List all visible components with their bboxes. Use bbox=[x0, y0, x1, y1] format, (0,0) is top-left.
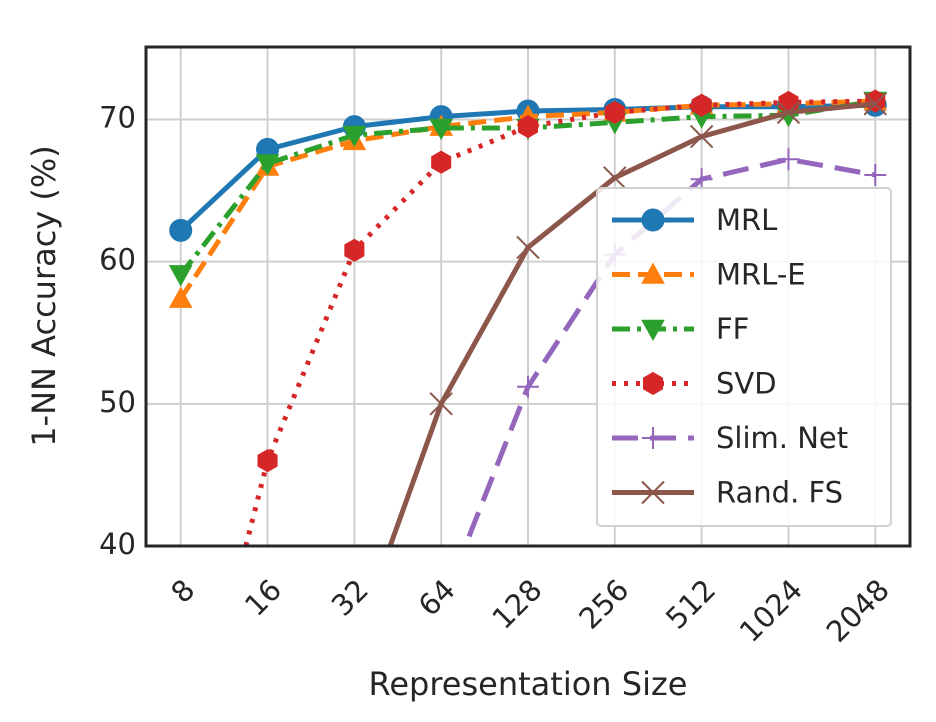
marker bbox=[516, 235, 540, 260]
legend-label: Rand. FS bbox=[716, 476, 843, 510]
marker bbox=[169, 218, 193, 242]
marker bbox=[429, 392, 453, 416]
y-tick-label: 40 bbox=[99, 527, 136, 561]
plot-frame bbox=[144, 45, 912, 548]
y-axis-label: 1-NN Accuracy (%) bbox=[25, 145, 63, 447]
marker bbox=[864, 163, 887, 186]
marker bbox=[517, 375, 539, 398]
legend: MRL MRL-E FF SVD Slim. Net Rand. FS bbox=[596, 187, 892, 527]
legend-label: MRL-E bbox=[716, 258, 806, 292]
legend-label: SVD bbox=[716, 367, 777, 401]
x-tick-label: 512 bbox=[659, 573, 722, 636]
series-line bbox=[462, 156, 876, 546]
marker bbox=[168, 265, 193, 287]
marker bbox=[691, 93, 712, 117]
y-tick-label: 50 bbox=[99, 385, 136, 419]
marker bbox=[429, 118, 454, 141]
x-tick-label: 16 bbox=[238, 573, 288, 623]
marker bbox=[344, 238, 365, 262]
legend-label: Slim. Net bbox=[716, 421, 848, 455]
marker bbox=[604, 100, 625, 124]
x-axis-label: Representation Size bbox=[369, 665, 688, 703]
marker bbox=[343, 635, 365, 657]
x-tick-label: 32 bbox=[325, 573, 375, 623]
marker bbox=[168, 286, 193, 308]
y-tick-label: 70 bbox=[99, 101, 136, 135]
legend-label: MRL bbox=[716, 203, 777, 237]
marker bbox=[431, 150, 452, 174]
y-tick-label: 60 bbox=[99, 243, 136, 277]
marker bbox=[865, 89, 886, 113]
marker bbox=[777, 148, 800, 171]
marker bbox=[642, 371, 664, 396]
x-tick-label: 2048 bbox=[820, 573, 896, 649]
marker bbox=[255, 154, 280, 176]
x-tick-label: 1024 bbox=[733, 573, 809, 649]
x-tick-label: 128 bbox=[485, 573, 548, 636]
marker bbox=[863, 92, 887, 116]
x-tick-label: 256 bbox=[572, 573, 635, 636]
marker bbox=[641, 208, 665, 232]
marker bbox=[517, 115, 539, 139]
marker bbox=[641, 480, 665, 505]
marker bbox=[641, 262, 665, 284]
marker bbox=[641, 319, 665, 342]
marker bbox=[257, 449, 278, 473]
legend-label: FF bbox=[716, 312, 749, 346]
plot-area bbox=[168, 88, 888, 657]
marker bbox=[690, 168, 713, 191]
marker bbox=[342, 125, 367, 148]
marker bbox=[776, 100, 801, 125]
marker bbox=[689, 124, 714, 149]
marker bbox=[603, 166, 627, 190]
marker bbox=[642, 427, 664, 449]
x-tick-label: 8 bbox=[164, 573, 201, 610]
x-tick-label: 64 bbox=[412, 573, 462, 623]
